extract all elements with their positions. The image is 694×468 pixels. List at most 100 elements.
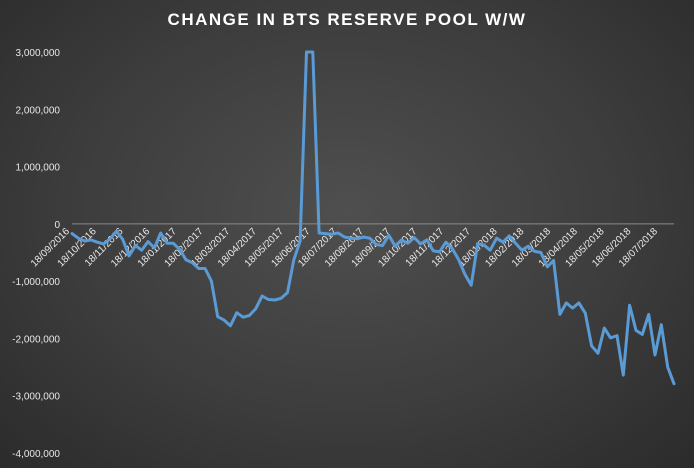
data-point [191, 261, 194, 264]
data-point [172, 242, 175, 245]
data-point [178, 248, 181, 251]
data-point [406, 242, 410, 245]
data-point [470, 284, 473, 287]
y-tick-label: 1,000,000 [16, 163, 61, 174]
data-point [495, 237, 498, 240]
data-point [444, 241, 448, 244]
data-point [413, 236, 416, 239]
data-point [222, 318, 226, 322]
data-point [527, 245, 530, 248]
data-point [134, 244, 137, 247]
data-point [210, 279, 213, 283]
data-point [520, 249, 524, 252]
data-point [641, 333, 644, 336]
chart-title: CHANGE IN BTS RESERVE POOL W/W [167, 10, 527, 29]
data-point [489, 249, 492, 252]
data-point [596, 352, 600, 355]
data-point [634, 329, 638, 332]
data-point [140, 249, 143, 252]
data-point [546, 265, 549, 268]
data-point [432, 249, 435, 252]
data-point [279, 297, 283, 300]
data-point [501, 241, 505, 244]
data-point [77, 237, 80, 240]
y-tick-label: -4,000,000 [12, 449, 60, 460]
data-point [565, 301, 568, 305]
data-point [336, 231, 340, 235]
data-point [482, 243, 486, 247]
data-point [311, 50, 314, 54]
y-tick-label: 0 [54, 220, 60, 231]
data-point [273, 298, 276, 302]
data-point [552, 259, 555, 262]
data-point [146, 240, 150, 243]
data-point [127, 254, 131, 258]
data-point [647, 313, 650, 316]
data-point [577, 301, 581, 305]
data-point [438, 250, 441, 254]
data-point [248, 314, 251, 317]
data-point [476, 242, 479, 246]
data-point [89, 238, 93, 242]
data-point [539, 251, 543, 254]
data-point [558, 313, 562, 316]
data-point [571, 306, 574, 310]
data-point [419, 242, 422, 246]
data-point [121, 238, 124, 241]
data-point [622, 373, 625, 377]
data-point [330, 233, 333, 236]
data-point [615, 334, 619, 337]
data-point [197, 267, 200, 270]
data-point [394, 245, 397, 248]
y-tick-label: 2,000,000 [16, 105, 61, 116]
data-point [609, 336, 612, 340]
data-point [165, 242, 169, 245]
data-point [666, 365, 669, 369]
y-tick-label: -2,000,000 [12, 334, 60, 345]
series-line [70, 50, 676, 386]
y-tick-label: 3,000,000 [16, 48, 61, 59]
data-point [305, 50, 308, 54]
data-point [229, 324, 232, 327]
data-point [653, 353, 657, 357]
data-point [298, 239, 302, 243]
data-point [108, 237, 112, 240]
data-point [603, 326, 606, 330]
data-point [115, 230, 118, 233]
data-point [628, 304, 631, 307]
data-point [514, 242, 517, 245]
data-point [387, 234, 390, 237]
data-point [672, 382, 676, 385]
data-point [368, 237, 371, 240]
data-point [400, 238, 403, 242]
data-point [260, 294, 264, 298]
data-point [203, 267, 207, 270]
data-point [463, 273, 467, 276]
data-point [292, 258, 295, 262]
data-point [241, 316, 245, 319]
data-point [83, 239, 86, 243]
data-point [584, 312, 587, 315]
data-point [660, 323, 663, 326]
data-point [216, 315, 219, 318]
data-point [286, 291, 289, 294]
data-point [356, 237, 359, 240]
y-tick-label: -3,000,000 [12, 392, 60, 403]
data-point [153, 246, 156, 250]
data-point [317, 231, 321, 235]
data-point [235, 311, 238, 314]
data-point [70, 232, 74, 235]
data-point [267, 298, 270, 301]
data-point [375, 243, 378, 246]
data-point [425, 238, 429, 242]
data-point [362, 235, 365, 239]
data-point [533, 250, 536, 253]
y-tick-label: -1,000,000 [12, 277, 60, 288]
data-point [254, 307, 257, 310]
data-point [324, 232, 327, 235]
data-point [457, 258, 460, 261]
data-point [381, 244, 384, 247]
data-point [343, 235, 346, 239]
